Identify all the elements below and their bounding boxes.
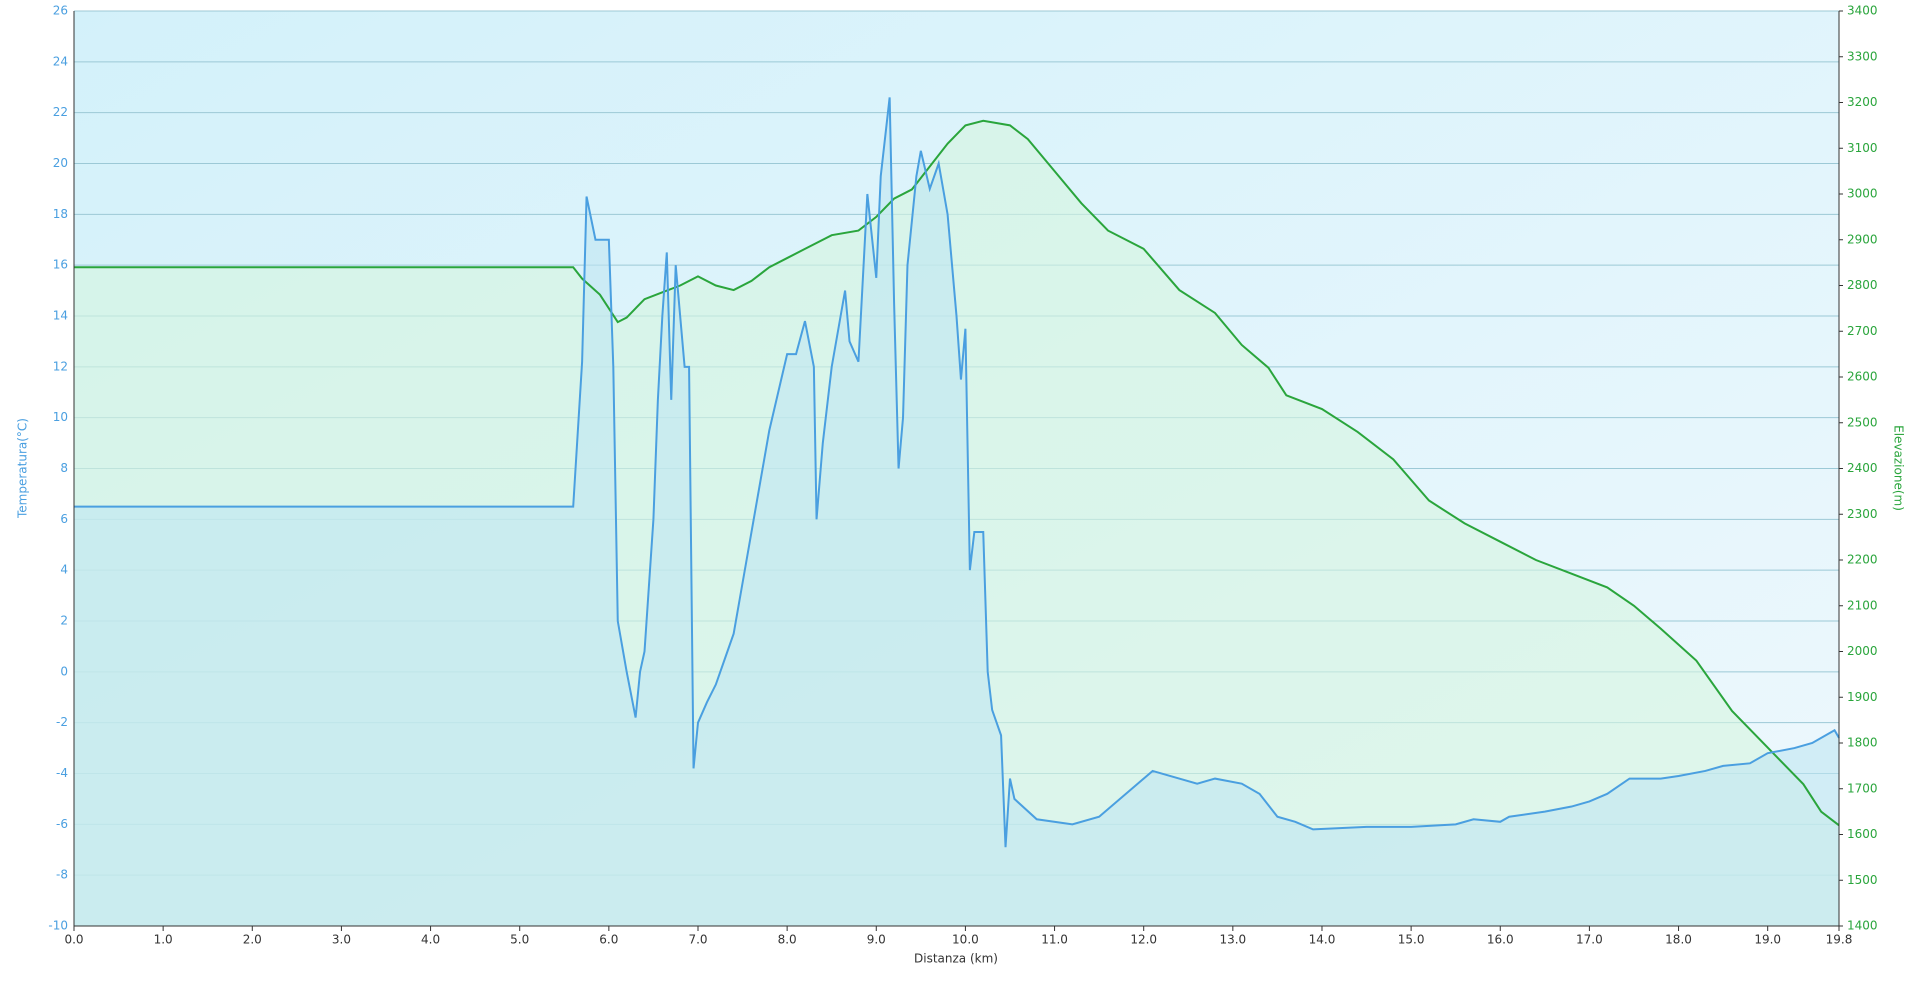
y2-tick-label: 3300 (1847, 49, 1878, 63)
y-tick-label: -8 (56, 868, 68, 882)
x-tick-label: 13.0 (1219, 933, 1246, 947)
y2-tick-label: 2700 (1847, 324, 1878, 338)
x-tick-label: 5.0 (510, 933, 529, 947)
x-tick-label: 14.0 (1309, 933, 1336, 947)
x-tick-label: 8.0 (778, 933, 797, 947)
x-tick-label: 6.0 (599, 933, 618, 947)
line (74, 119, 1840, 827)
y2-tick-label: 3400 (1847, 4, 1878, 18)
y2-tick-label: 2600 (1847, 370, 1878, 384)
y2-tick-label: 2500 (1847, 415, 1878, 429)
y-tick-label: 22 (53, 105, 68, 119)
y2-tick-label: 1600 (1847, 827, 1878, 841)
y2-tick-label: 2800 (1847, 278, 1878, 292)
y-tick-label: 0 (60, 664, 68, 678)
x-axis-label: Distanza (km) (914, 952, 998, 966)
y-tick-label: 12 (53, 359, 68, 373)
y2-tick-label: 2900 (1847, 232, 1878, 246)
y-tick-label: -10 (48, 919, 68, 933)
y2-tick-label: 3000 (1847, 187, 1878, 201)
y-axis-label: Temperatura(°C) (16, 418, 30, 519)
y-tick-label: 26 (53, 4, 68, 18)
y2-tick-label: 2400 (1847, 461, 1878, 475)
y-tick-label: 8 (60, 461, 68, 475)
x-tick-label: 15.0 (1398, 933, 1425, 947)
x-tick-label: 3.0 (332, 933, 351, 947)
x-tick-label: 18.0 (1665, 933, 1692, 947)
y-tick-label: 24 (53, 54, 68, 68)
x-tick-label: 19.8 (1826, 933, 1853, 947)
y2-tick-label: 1900 (1847, 690, 1878, 704)
y2-tick-label: 2000 (1847, 644, 1878, 658)
y-tick-label: 10 (53, 410, 68, 424)
x-tick-label: 1.0 (154, 933, 173, 947)
x-tick-label: 0.0 (64, 933, 83, 947)
y2-tick-label: 1400 (1847, 919, 1878, 933)
y2-tick-label: 3100 (1847, 141, 1878, 155)
y2-axis-label: Elevazione(m) (1892, 425, 1906, 511)
y-tick-label: 16 (53, 258, 68, 272)
y-tick-label: -4 (56, 766, 68, 780)
y-tick-label: 18 (53, 207, 68, 221)
y-tick-label: 4 (60, 563, 68, 577)
area (74, 97, 1839, 926)
y2-tick-label: 2300 (1847, 507, 1878, 521)
y2-tick-label: 1700 (1847, 781, 1878, 795)
x-tick-label: 4.0 (421, 933, 440, 947)
y-tick-label: 20 (53, 156, 68, 170)
x-tick-label: 2.0 (243, 933, 262, 947)
y2-tick-label: 1800 (1847, 736, 1878, 750)
y2-tick-label: 2100 (1847, 598, 1878, 612)
x-tick-label: 19.0 (1754, 933, 1781, 947)
x-tick-label: 10.0 (952, 933, 979, 947)
x-tick-label: 16.0 (1487, 933, 1514, 947)
y-tick-label: 14 (53, 309, 68, 323)
line (74, 97, 1840, 848)
y-tick-label: 2 (60, 614, 68, 628)
y2-tick-label: 3200 (1847, 95, 1878, 109)
x-tick-label: 11.0 (1041, 933, 1068, 947)
x-tick-label: 17.0 (1576, 933, 1603, 947)
x-tick-label: 7.0 (688, 933, 707, 947)
x-tick-label: 12.0 (1130, 933, 1157, 947)
x-tick-label: 9.0 (867, 933, 886, 947)
y-tick-label: 6 (60, 512, 68, 526)
y2-tick-label: 1500 (1847, 873, 1878, 887)
y-tick-label: -2 (56, 715, 68, 729)
y-tick-label: -6 (56, 817, 68, 831)
y2-tick-label: 2200 (1847, 553, 1878, 567)
